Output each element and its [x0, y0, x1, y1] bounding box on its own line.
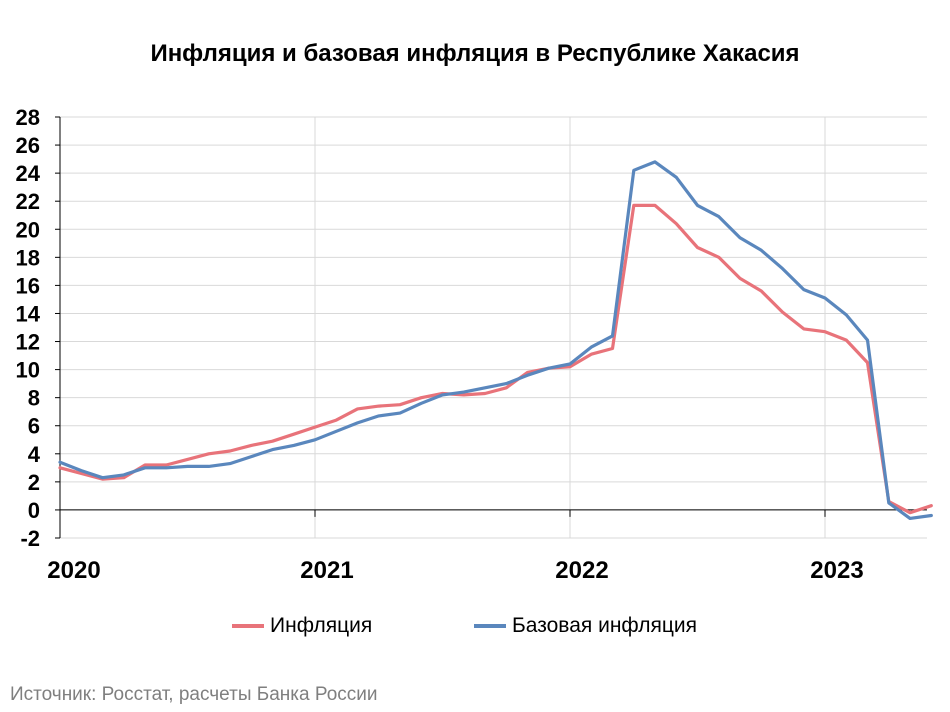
y-tick-label: 24: [16, 161, 41, 186]
y-tick-label: -2: [20, 526, 40, 551]
y-tick-label: 8: [28, 386, 40, 411]
x-tick-label: 2021: [300, 557, 353, 584]
y-tick-label: 20: [16, 217, 40, 242]
source-note: Источник: Росстат, расчеты Банка России: [10, 684, 378, 705]
x-tick-label: 2020: [47, 557, 100, 584]
legend-swatch-core-inflation: [474, 624, 506, 628]
y-tick-label: 2: [28, 470, 40, 495]
legend-swatch-inflation: [232, 624, 264, 628]
y-tick-label: 10: [16, 358, 40, 383]
y-tick-label: 4: [28, 442, 41, 467]
series-line-core-inflation: [58, 160, 933, 521]
series-line-inflation: [58, 203, 933, 515]
y-tick-label: 12: [16, 330, 40, 355]
grid-lines: [59, 116, 927, 539]
legend-item-inflation: Инфляция: [232, 614, 372, 638]
chart-title: Инфляция и базовая инфляция в Республике…: [150, 40, 800, 67]
y-tick-label: 18: [16, 245, 40, 270]
y-tick-label: 16: [16, 273, 40, 298]
y-tick-label: 0: [28, 498, 40, 523]
legend-label-inflation: Инфляция: [270, 614, 373, 637]
y-tick-label: 26: [16, 133, 40, 158]
y-tick-label: 28: [16, 105, 40, 130]
y-tick-label: 22: [16, 189, 40, 214]
x-tick-label: 2023: [810, 557, 863, 584]
axes: [55, 116, 927, 539]
x-tick-label: 2022: [555, 557, 608, 584]
legend-item-core-inflation: Базовая инфляция: [474, 614, 697, 638]
series-lines: [58, 160, 933, 521]
y-tick-label: 6: [28, 414, 40, 439]
y-tick-label: 14: [16, 301, 41, 326]
legend-label-core-inflation: Базовая инфляция: [512, 614, 698, 637]
